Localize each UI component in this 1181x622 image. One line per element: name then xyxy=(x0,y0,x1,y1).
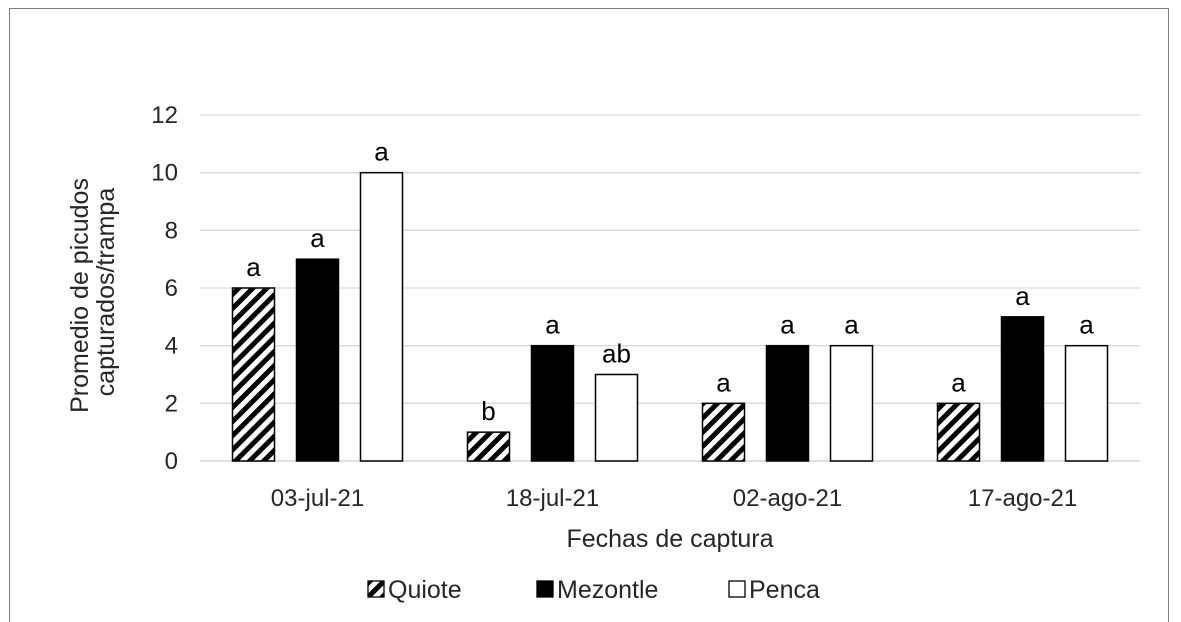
data-label: a xyxy=(246,252,261,282)
x-tick-label: 18-jul-21 xyxy=(506,485,599,512)
bar-penca xyxy=(1064,344,1109,462)
bar-quiote xyxy=(231,287,276,462)
data-label: a xyxy=(374,137,389,167)
y-tick-label: 2 xyxy=(165,390,178,417)
bar-mezontle xyxy=(765,344,810,462)
y-tick-label: 12 xyxy=(151,102,178,129)
bar-quiote xyxy=(936,402,981,462)
bar-mezontle xyxy=(1000,316,1045,462)
y-axis-title: Promedio de picudos capturados/trampa xyxy=(66,171,120,413)
x-tick-label: 02-ago-21 xyxy=(733,485,842,512)
x-tick-label: 17-ago-21 xyxy=(968,485,1077,512)
y-tick-label: 6 xyxy=(165,275,178,302)
bars xyxy=(231,171,1109,462)
legend-label-quiote: Quiote xyxy=(388,576,462,604)
legend-swatch-penca xyxy=(728,580,746,598)
bar-penca xyxy=(594,373,639,462)
data-label: a xyxy=(545,310,560,340)
gridlines xyxy=(200,114,1140,462)
y-axis-ticks: 0 2 4 6 8 10 12 xyxy=(151,102,178,475)
x-axis-ticks: 03-jul-21 18-jul-21 02-ago-21 17-ago-21 xyxy=(271,485,1077,512)
legend-label-penca: Penca xyxy=(749,576,820,604)
legend-swatch-quiote xyxy=(367,580,385,598)
chart-frame xyxy=(9,8,1169,622)
y-tick-label: 0 xyxy=(165,448,178,475)
y-tick-label: 4 xyxy=(165,333,178,360)
bar-penca xyxy=(829,344,874,462)
data-label: a xyxy=(310,223,325,253)
y-tick-label: 8 xyxy=(165,217,178,244)
data-label: a xyxy=(1015,281,1030,311)
bar-penca xyxy=(359,171,404,462)
data-label: a xyxy=(844,310,859,340)
data-label: a xyxy=(780,310,795,340)
data-label: a xyxy=(1079,310,1094,340)
y-axis-title-line-1: Promedio de picudos xyxy=(66,178,94,413)
legend-swatch-mezontle xyxy=(536,580,554,598)
data-label: ab xyxy=(602,339,631,369)
data-label: a xyxy=(716,367,731,397)
y-axis-title-line-2: capturados/trampa xyxy=(92,188,120,397)
legend: Quiote Mezontle Penca xyxy=(367,576,820,604)
bar-quiote xyxy=(466,431,511,462)
bar-quiote xyxy=(701,402,746,462)
x-tick-label: 03-jul-21 xyxy=(271,485,364,512)
bar-mezontle xyxy=(530,344,575,462)
x-axis-title: Fechas de captura xyxy=(566,525,773,553)
data-label: b xyxy=(481,396,495,426)
y-tick-label: 10 xyxy=(151,160,178,187)
legend-label-mezontle: Mezontle xyxy=(557,576,658,604)
bar-mezontle xyxy=(295,258,340,462)
data-label: a xyxy=(951,367,966,397)
